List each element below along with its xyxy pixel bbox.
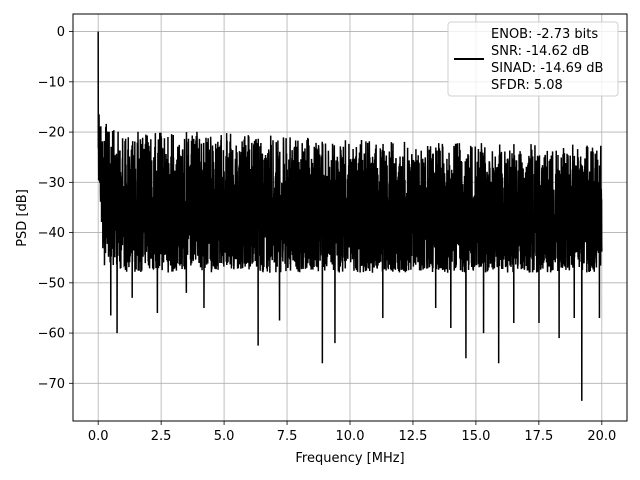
x-tick-label: 20.0 <box>587 429 616 444</box>
x-tick-label: 10.0 <box>336 429 365 444</box>
legend-box <box>447 21 619 97</box>
x-axis-label: Frequency [MHz] <box>295 451 404 466</box>
legend-sfdr: SFDR: 5.08 <box>491 78 563 93</box>
psd-line <box>97 31 603 401</box>
y-axis-label: PSD [dB] <box>15 189 30 247</box>
x-tick-label: 7.5 <box>277 429 298 444</box>
psd-series <box>97 31 603 401</box>
y-tick-label: −20 <box>38 126 65 141</box>
y-tick-label: −60 <box>38 327 65 342</box>
x-tick-label: 5.0 <box>214 429 235 444</box>
legend-enob: ENOB: -2.73 bits <box>491 27 598 42</box>
y-tick-label: 0 <box>57 25 65 40</box>
y-tick-label: −70 <box>38 377 65 392</box>
legend: ENOB: -2.73 bits SNR: -14.62 dB SINAD: -… <box>447 21 619 97</box>
y-tick-label: −30 <box>38 176 65 191</box>
y-tick-label: −10 <box>38 75 65 90</box>
y-tick-label: −50 <box>38 276 65 291</box>
x-axis-ticks: 0.0 2.5 5.0 7.5 10.0 12.5 15.0 17.5 20.0 <box>88 421 616 444</box>
y-tick-label: −40 <box>38 226 65 241</box>
x-tick-label: 0.0 <box>88 429 109 444</box>
x-tick-label: 2.5 <box>151 429 172 444</box>
x-tick-label: 17.5 <box>524 429 553 444</box>
y-axis-ticks: 0 −10 −20 −30 −40 −50 −60 −70 <box>38 25 73 392</box>
x-tick-label: 12.5 <box>398 429 427 444</box>
legend-sinad: SINAD: -14.69 dB <box>491 61 603 76</box>
legend-snr: SNR: -14.62 dB <box>491 44 589 59</box>
x-tick-label: 15.0 <box>461 429 490 444</box>
